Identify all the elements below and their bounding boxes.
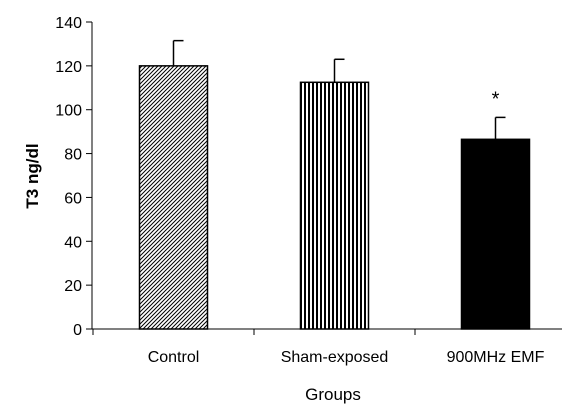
y-tick-label: 40 — [64, 234, 82, 251]
significance-marker: * — [492, 88, 500, 110]
y-tick-label: 0 — [73, 322, 82, 339]
x-axis-title: Groups — [305, 385, 361, 404]
y-tick-label: 120 — [55, 59, 82, 76]
x-tick-label: Sham-exposed — [281, 349, 389, 366]
y-axis-title: T3 ng/dl — [23, 143, 42, 208]
x-tick-label: Control — [148, 349, 200, 366]
y-tick-label: 20 — [64, 278, 82, 295]
y-tick-label: 60 — [64, 190, 82, 207]
plot-area: 0 20 40 60 80 100 120 140 Control Sham-exposed 900… — [55, 15, 562, 366]
y-tick-label: 140 — [55, 15, 82, 32]
y-tick-label: 100 — [55, 103, 82, 120]
bar-900mhz-emf — [460, 138, 531, 330]
x-tick-label: 900MHz EMF — [447, 349, 545, 366]
y-tick-label: 80 — [64, 147, 82, 164]
bar-sham-exposed — [299, 81, 370, 330]
bar-control — [138, 65, 209, 330]
